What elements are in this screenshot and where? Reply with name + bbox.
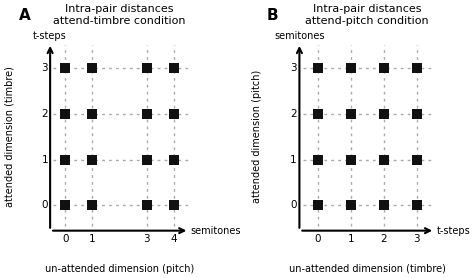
Text: t-steps: t-steps	[437, 226, 471, 236]
Text: 1: 1	[347, 234, 354, 244]
Title: Intra-pair distances
attend-timbre condition: Intra-pair distances attend-timbre condi…	[54, 4, 186, 26]
Text: 0: 0	[41, 200, 48, 210]
Text: 3: 3	[41, 63, 48, 73]
Text: 2: 2	[41, 109, 48, 119]
Text: 3: 3	[413, 234, 420, 244]
Text: 0: 0	[290, 200, 297, 210]
Text: A: A	[18, 8, 30, 23]
Text: B: B	[266, 8, 278, 23]
Text: 2: 2	[381, 234, 387, 244]
X-axis label: un-attended dimension (timbre): un-attended dimension (timbre)	[289, 264, 446, 274]
Text: semitones: semitones	[191, 226, 241, 236]
Text: 0: 0	[62, 234, 68, 244]
Text: semitones: semitones	[274, 31, 325, 41]
X-axis label: un-attended dimension (pitch): un-attended dimension (pitch)	[45, 264, 194, 274]
Text: 0: 0	[314, 234, 321, 244]
Title: Intra-pair distances
attend-pitch condition: Intra-pair distances attend-pitch condit…	[305, 4, 429, 26]
Text: 3: 3	[144, 234, 150, 244]
Text: 1: 1	[41, 155, 48, 165]
Y-axis label: attended dimension (pitch): attended dimension (pitch)	[252, 70, 262, 203]
Text: 3: 3	[290, 63, 297, 73]
Text: 4: 4	[171, 234, 178, 244]
Text: t-steps: t-steps	[33, 31, 67, 41]
Text: 2: 2	[290, 109, 297, 119]
Text: 1: 1	[290, 155, 297, 165]
Y-axis label: attended dimension (timbre): attended dimension (timbre)	[4, 66, 14, 207]
Text: 1: 1	[89, 234, 96, 244]
